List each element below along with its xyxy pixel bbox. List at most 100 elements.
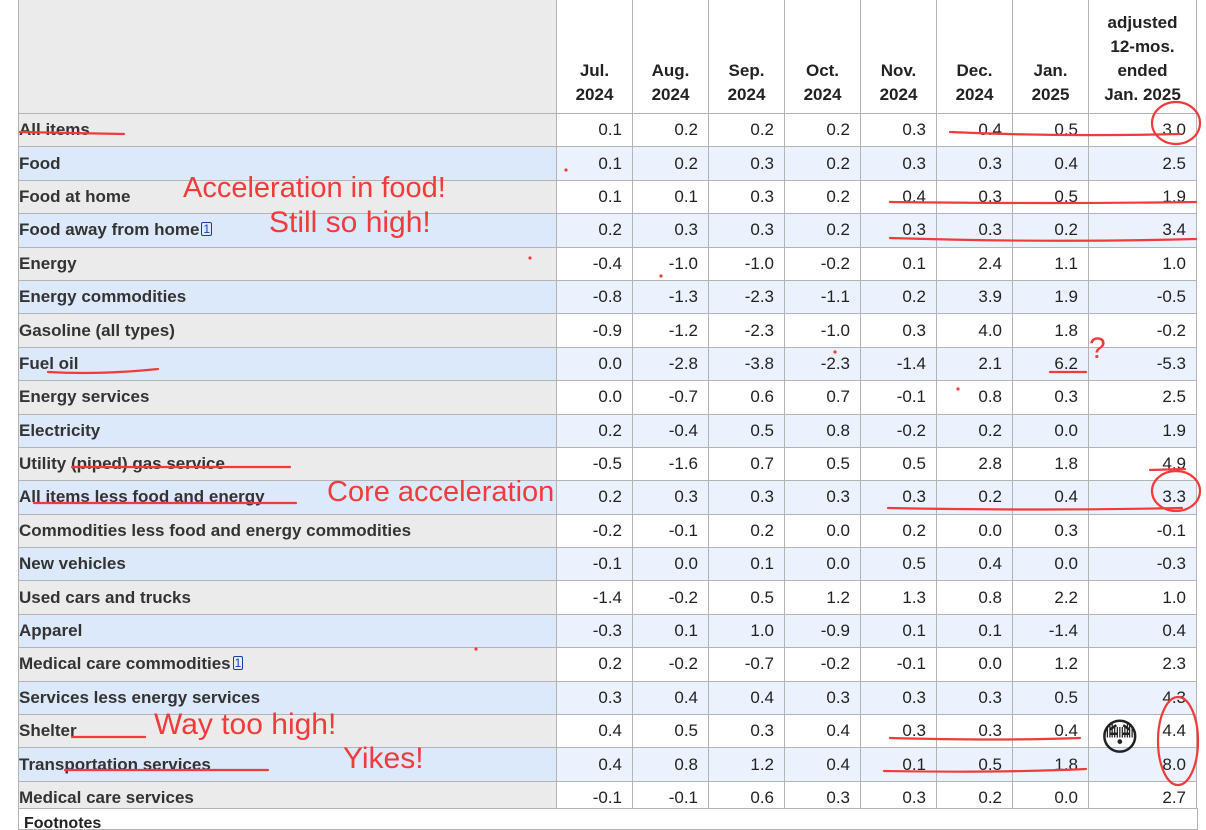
value-cell: -0.2 <box>784 246 861 281</box>
value-cell: -0.7 <box>632 380 709 415</box>
value-cell: 0.5 <box>708 580 785 615</box>
value-cell: 0.0 <box>784 513 861 549</box>
row-label: Fuel oil <box>18 346 557 382</box>
value-cell: 1.3 <box>860 580 937 615</box>
row-label: Gasoline (all types) <box>18 313 557 348</box>
value-cell: -0.2 <box>632 647 709 682</box>
annual-cell: 1.9 <box>1088 179 1197 215</box>
table-row: Commodities less food and energy commodi… <box>18 513 1197 549</box>
table-row: Energy commodities -0.8 -1.3 -2.3 -1.1 0.2 3.9… <box>18 279 1197 315</box>
row-label-text: All items less food and energy <box>19 487 265 507</box>
value-cell: 0.0 <box>936 647 1013 682</box>
value-cell: 0.5 <box>860 547 937 582</box>
table-row: Medical care commodities 1 0.2 -0.2 -0.7 -0.2… <box>18 647 1197 682</box>
value-cell: 0.1 <box>632 179 709 215</box>
value-cell: 0.4 <box>936 547 1013 582</box>
value-cell: -2.8 <box>632 346 709 382</box>
value-cell: -0.5 <box>556 446 633 482</box>
row-label: Used cars and trucks <box>18 580 557 615</box>
value-cell: 0.3 <box>860 680 937 716</box>
annual-cell: 0.4 <box>1088 613 1197 649</box>
row-label: Services less energy services <box>18 680 557 716</box>
value-cell: 0.8 <box>632 747 709 782</box>
value-cell: 0.1 <box>860 613 937 649</box>
annual-cell: 1.9 <box>1088 413 1197 448</box>
value-cell: 0.0 <box>936 513 1013 549</box>
annotation-fuel-oil-question: ? <box>1089 332 1106 365</box>
value-cell: 0.1 <box>860 246 937 281</box>
value-cell: 0.3 <box>860 112 937 148</box>
row-label: New vehicles <box>18 547 557 582</box>
value-cell: 0.1 <box>556 179 633 215</box>
row-label: Food <box>18 146 557 181</box>
value-cell: 0.2 <box>556 647 633 682</box>
value-cell: 0.3 <box>936 179 1013 215</box>
table-row: Food at home 0.1 0.1 0.3 0.2 0.4 0.3 0.5 1.9 <box>18 179 1197 215</box>
table-row: Food away from home 1 0.2 0.3 0.3 0.2 0.3 0.3 0.… <box>18 213 1197 248</box>
annual-cell: 3.0 <box>1088 112 1197 148</box>
value-cell: 0.5 <box>1012 112 1089 148</box>
value-cell: 0.3 <box>708 146 785 181</box>
annual-cell: -5.3 <box>1088 346 1197 382</box>
value-cell: -0.4 <box>556 246 633 281</box>
value-cell: -1.1 <box>784 279 861 315</box>
value-cell: 0.5 <box>632 714 709 749</box>
cpi-table: Jul. 2024 Aug. 2024 Sep. 2024 Oct. 2024 Nov.… <box>18 0 1197 816</box>
column-header: Oct. 2024 <box>784 0 861 114</box>
value-cell: 0.7 <box>708 446 785 482</box>
value-cell: 0.5 <box>1012 680 1089 716</box>
table-row: Used cars and trucks -1.4 -0.2 0.5 1.2 1.3 0.8… <box>18 580 1197 615</box>
row-label: All items <box>18 112 557 148</box>
value-cell: -0.7 <box>708 647 785 682</box>
row-label: Energy commodities <box>18 279 557 315</box>
value-cell: -0.2 <box>556 513 633 549</box>
value-cell: 0.1 <box>860 747 937 782</box>
value-cell: 0.5 <box>936 747 1013 782</box>
value-cell: 0.1 <box>556 146 633 181</box>
value-cell: 0.2 <box>1012 213 1089 248</box>
row-label-text: Gasoline (all types) <box>19 320 175 340</box>
row-label-text: Services less energy services <box>19 687 261 707</box>
row-label-text: Medical care commodities <box>19 654 231 674</box>
value-cell: 0.2 <box>784 146 861 181</box>
row-label-text: Food <box>19 153 61 173</box>
value-cell: 0.1 <box>556 112 633 148</box>
value-cell: -2.3 <box>708 279 785 315</box>
value-cell: 0.3 <box>936 146 1013 181</box>
value-cell: 0.5 <box>860 446 937 482</box>
value-cell: 6.2 <box>1012 346 1089 382</box>
value-cell: 0.2 <box>632 146 709 181</box>
row-label-text: Medical care services <box>19 788 194 807</box>
value-cell: 0.4 <box>860 179 937 215</box>
annual-cell: 1.0 <box>1088 246 1197 281</box>
table-row: All items 0.1 0.2 0.2 0.2 0.3 0.4 0.5 3.0 <box>18 112 1197 148</box>
value-cell: 0.5 <box>708 413 785 448</box>
value-cell: -1.0 <box>632 246 709 281</box>
value-cell: 0.2 <box>860 513 937 549</box>
value-cell: 0.3 <box>936 213 1013 248</box>
value-cell: 0.0 <box>556 346 633 382</box>
value-cell: -0.8 <box>556 279 633 315</box>
table-row: Electricity 0.2 -0.4 0.5 0.8 -0.2 0.2 0.0 1.9 <box>18 413 1197 448</box>
row-label-text: Energy <box>19 253 77 273</box>
annual-cell: -0.2 <box>1088 313 1197 348</box>
value-cell: 0.0 <box>1012 547 1089 582</box>
value-cell: 1.2 <box>784 580 861 615</box>
row-label-text: New vehicles <box>19 554 126 574</box>
value-cell: 0.3 <box>784 480 861 515</box>
value-cell: 0.3 <box>860 213 937 248</box>
value-cell: 0.2 <box>936 413 1013 448</box>
value-cell: 0.3 <box>556 680 633 716</box>
value-cell: 0.0 <box>1012 413 1089 448</box>
value-cell: 0.3 <box>1012 513 1089 549</box>
value-cell: 0.3 <box>632 480 709 515</box>
footnote-link[interactable]: 1 <box>232 656 244 671</box>
row-label: Food at home <box>18 179 557 215</box>
annual-cell: 3.3 <box>1088 480 1197 515</box>
value-cell: 4.0 <box>936 313 1013 348</box>
value-cell: 0.4 <box>784 747 861 782</box>
value-cell: 0.8 <box>936 380 1013 415</box>
row-label: Electricity <box>18 413 557 448</box>
footnote-link[interactable]: 1 <box>201 222 213 237</box>
value-cell: 0.0 <box>784 547 861 582</box>
